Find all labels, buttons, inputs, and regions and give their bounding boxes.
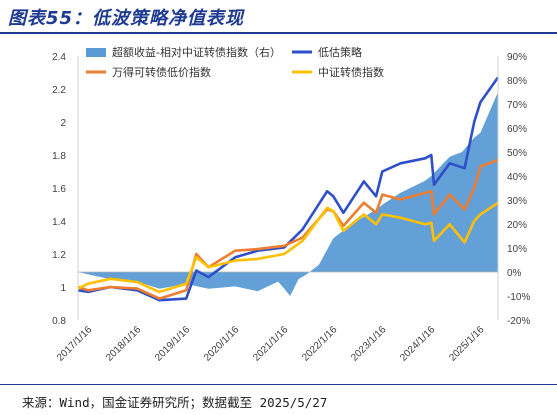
footer-rule bbox=[0, 384, 557, 385]
x-tick-label: 2019/1/16 bbox=[153, 324, 193, 364]
y-left-tick-label: 1 bbox=[60, 283, 66, 294]
series-line-1 bbox=[77, 76, 500, 302]
y-right-tick-label: 80% bbox=[507, 76, 527, 87]
y-right-tick-label: -10% bbox=[507, 292, 530, 303]
area-layer bbox=[78, 92, 498, 296]
legend-label: 超额收益-相对中证转债指数（右） bbox=[112, 45, 281, 59]
legend-label: 中证转债指数 bbox=[318, 65, 384, 79]
legend-label: 万得可转债低价指数 bbox=[112, 65, 211, 79]
y-left-tick-label: 1.6 bbox=[52, 184, 66, 195]
x-tick-label: 2018/1/16 bbox=[104, 324, 144, 364]
line-layer bbox=[77, 76, 500, 302]
y-left-tick-label: 2.4 bbox=[52, 52, 66, 63]
y-right-tick-label: 20% bbox=[507, 220, 527, 231]
y-right-tick-label: 60% bbox=[507, 124, 527, 135]
y-right-tick-label: 10% bbox=[507, 244, 527, 255]
y-left-tick-label: 0.8 bbox=[52, 316, 66, 327]
y-right-tick-label: 90% bbox=[507, 52, 527, 63]
series-line-3 bbox=[77, 201, 499, 294]
legend-swatch bbox=[86, 48, 106, 57]
y-right-tick-label: 0% bbox=[507, 268, 522, 279]
y-left-tick-label: 1.4 bbox=[52, 217, 66, 228]
x-tick-label: 2023/1/16 bbox=[349, 324, 389, 364]
x-tick-label: 2025/1/16 bbox=[447, 324, 487, 364]
legend-label: 低估策略 bbox=[318, 45, 362, 59]
y-right-tick-label: 40% bbox=[507, 172, 527, 183]
x-tick-label: 2022/1/16 bbox=[300, 324, 340, 364]
y-right-tick-label: -20% bbox=[507, 316, 530, 327]
series-area-excess-return bbox=[78, 92, 498, 296]
figure-title: 图表55：低波策略净值表现 bbox=[8, 8, 245, 29]
y-right-tick-label: 50% bbox=[507, 148, 527, 159]
title-rule bbox=[0, 32, 557, 34]
y-left-tick-label: 2.2 bbox=[52, 85, 66, 96]
chart-svg: 0.8 1 1.2 1.4 1.6 1.8 2 2.2 2.4 -20% -10% 0% 10% 20% 3… bbox=[52, 45, 530, 364]
source-note: 来源：Wind，国金证券研究所；数据截至 2025/5/27 bbox=[22, 395, 328, 410]
y-left-tick-label: 1.8 bbox=[52, 151, 66, 162]
y-right-tick-label: 70% bbox=[507, 100, 527, 111]
x-tick-label: 2021/1/16 bbox=[251, 324, 291, 364]
x-tick-label: 2020/1/16 bbox=[202, 324, 242, 364]
x-tick-label: 2017/1/16 bbox=[55, 324, 95, 364]
y-left-tick-label: 1.2 bbox=[52, 250, 66, 261]
x-tick-label: 2024/1/16 bbox=[398, 324, 438, 364]
y-right-tick-label: 30% bbox=[507, 196, 527, 207]
y-left-tick-label: 2 bbox=[60, 118, 66, 129]
